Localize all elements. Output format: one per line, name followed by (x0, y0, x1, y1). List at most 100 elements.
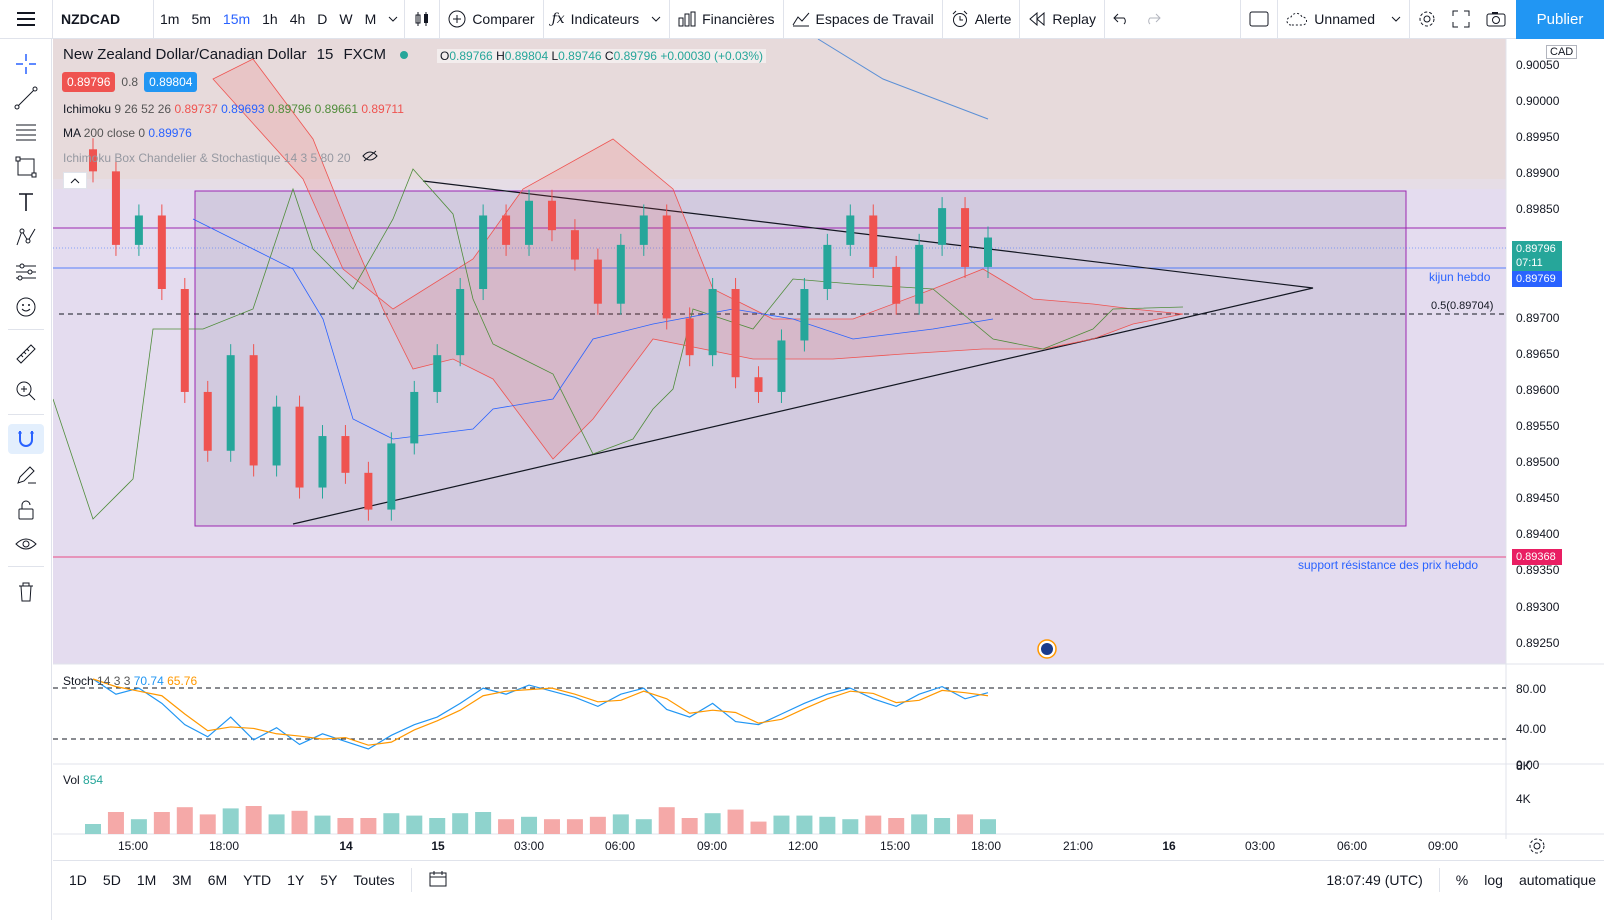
ichimoku-legend[interactable]: Ichimoku 9 26 52 26 0.89737 0.89693 0.89… (63, 102, 404, 116)
volume-bar (85, 824, 101, 834)
interval-D[interactable]: D (317, 11, 328, 27)
redo-icon[interactable] (1137, 0, 1169, 39)
settings-gear-icon[interactable] (1410, 0, 1444, 39)
vol-legend[interactable]: Vol 854 (63, 773, 104, 787)
candle-body (708, 289, 717, 356)
publish-button[interactable]: Publier (1516, 0, 1604, 39)
lock-icon[interactable] (8, 495, 44, 525)
interval-15m[interactable]: 15m (222, 11, 251, 27)
price-tag-countdown: 07:11 (1512, 255, 1562, 271)
candlestick-chart[interactable] (53, 39, 1604, 859)
undo-icon[interactable] (1105, 0, 1137, 39)
zoom-in-icon[interactable] (8, 376, 44, 406)
candle-body (685, 318, 694, 356)
workspaces-button[interactable]: Espaces de Travail (784, 0, 942, 39)
compare-button[interactable]: Comparer (440, 0, 542, 39)
volume-bar (888, 818, 905, 834)
buy-button[interactable]: 0.89804 (144, 72, 198, 92)
drawing-mode-icon[interactable] (8, 460, 44, 490)
candle-body (134, 215, 143, 245)
interval-1m[interactable]: 1m (160, 11, 180, 27)
auto-scale-toggle[interactable]: automatique (1518, 872, 1596, 888)
pattern-icon[interactable] (8, 222, 44, 252)
time-axis[interactable]: 15:00 18:00 14 15 03:00 06:00 09:00 12:00 15:00 1… (53, 839, 1506, 859)
ruler-icon[interactable] (8, 339, 44, 369)
range-3m[interactable]: 3M (172, 872, 192, 888)
chevron-down-icon (1391, 16, 1401, 22)
interval-4h[interactable]: 4h (289, 11, 306, 27)
stoch-legend[interactable]: Stoch 14 3 3 70.74 65.76 (63, 674, 198, 688)
volume-bar (153, 812, 170, 834)
text-icon[interactable] (8, 187, 44, 217)
fullscreen-square-icon[interactable] (1241, 0, 1277, 39)
trend-icon (792, 11, 810, 27)
interval-M[interactable]: M (364, 11, 377, 27)
market-status-dot (400, 51, 409, 60)
triangle-pattern[interactable] (292, 180, 1314, 525)
emoji-icon[interactable] (8, 292, 44, 322)
prediction-icon[interactable] (8, 257, 44, 287)
candle-body (800, 289, 809, 341)
price-tick: 0.89600 (1516, 382, 1560, 397)
volume-bar (681, 818, 698, 834)
eye-icon[interactable] (8, 529, 44, 559)
candle-body (295, 406, 304, 488)
crosshair-icon[interactable] (8, 49, 44, 79)
fib-label: 0.5(0.89704) (1431, 300, 1494, 312)
trendline-icon[interactable] (8, 83, 44, 113)
interval-1h[interactable]: 1h (262, 11, 278, 27)
range-ytd[interactable]: YTD (243, 872, 272, 888)
candle-body (639, 215, 648, 245)
candle-body (89, 149, 97, 172)
range-1y[interactable]: 1Y (287, 872, 305, 888)
expand-icon[interactable] (1444, 0, 1478, 39)
range-5y[interactable]: 5Y (320, 872, 338, 888)
range-6m[interactable]: 6M (207, 872, 228, 888)
goto-date-icon[interactable] (420, 870, 456, 891)
range-1d[interactable]: 1D (69, 872, 87, 888)
candles-style-icon[interactable] (405, 0, 439, 39)
trash-icon[interactable] (8, 577, 44, 607)
price-axis[interactable]: CAD 0.90050 0.90000 0.89950 0.89900 0.89850 0… (1506, 39, 1604, 839)
collapse-legend-icon[interactable] (63, 172, 87, 189)
financials-button[interactable]: Financières (670, 0, 782, 39)
volume-bar (475, 812, 492, 834)
range-toutes[interactable]: Toutes (353, 872, 395, 888)
bar-chart-icon (678, 11, 696, 27)
time-tick: 18:00 (208, 839, 240, 853)
range-1m[interactable]: 1M (136, 872, 157, 888)
log-toggle[interactable]: log (1484, 872, 1503, 888)
volume-tick: 4K (1516, 792, 1531, 806)
price-tag-kijun-price: 0.89769 (1512, 271, 1562, 287)
replay-button[interactable]: Replay (1020, 0, 1104, 39)
axis-settings-gear-icon[interactable] (1528, 837, 1546, 858)
camera-icon[interactable] (1478, 0, 1514, 39)
chart-area[interactable]: New Zealand Dollar/Canadian Dollar 15 FX… (53, 39, 1604, 859)
percent-toggle[interactable]: % (1455, 872, 1469, 888)
interval-W[interactable]: W (339, 11, 353, 27)
clock-display[interactable]: 18:07:49 (UTC) (1326, 872, 1423, 888)
currency-label[interactable]: CAD (1546, 45, 1578, 59)
price-tick: 0.89950 (1516, 130, 1560, 145)
ichimoku-box[interactable] (194, 190, 1407, 527)
range-5d[interactable]: 5D (102, 872, 121, 888)
volume-bar (727, 809, 744, 834)
layout-name-button[interactable]: Unnamed (1278, 0, 1409, 39)
chevron-down-icon (651, 16, 661, 22)
indicators-button[interactable]: ƒx Indicateurs (544, 0, 670, 39)
horizontal-lines-icon[interactable] (8, 117, 44, 147)
volume-bar (635, 819, 652, 834)
magnet-icon[interactable] (8, 424, 44, 454)
candle-body (938, 208, 947, 245)
eye-off-icon[interactable] (362, 150, 378, 165)
time-tick: 06:00 (604, 839, 636, 853)
hidden-indicator-legend[interactable]: Ichimoku Box Chandelier & Stochastique 1… (63, 150, 378, 165)
interval-5m[interactable]: 5m (191, 11, 211, 27)
alert-button[interactable]: Alerte (943, 0, 1020, 39)
chevron-down-icon[interactable] (382, 0, 404, 39)
sell-button[interactable]: 0.89796 (62, 72, 116, 92)
rectangle-icon[interactable] (8, 152, 44, 182)
ma-legend[interactable]: MA 200 close 0 0.89976 (63, 126, 192, 140)
menu-icon[interactable] (0, 0, 52, 39)
symbol-search[interactable]: NZDCAD (61, 11, 121, 27)
